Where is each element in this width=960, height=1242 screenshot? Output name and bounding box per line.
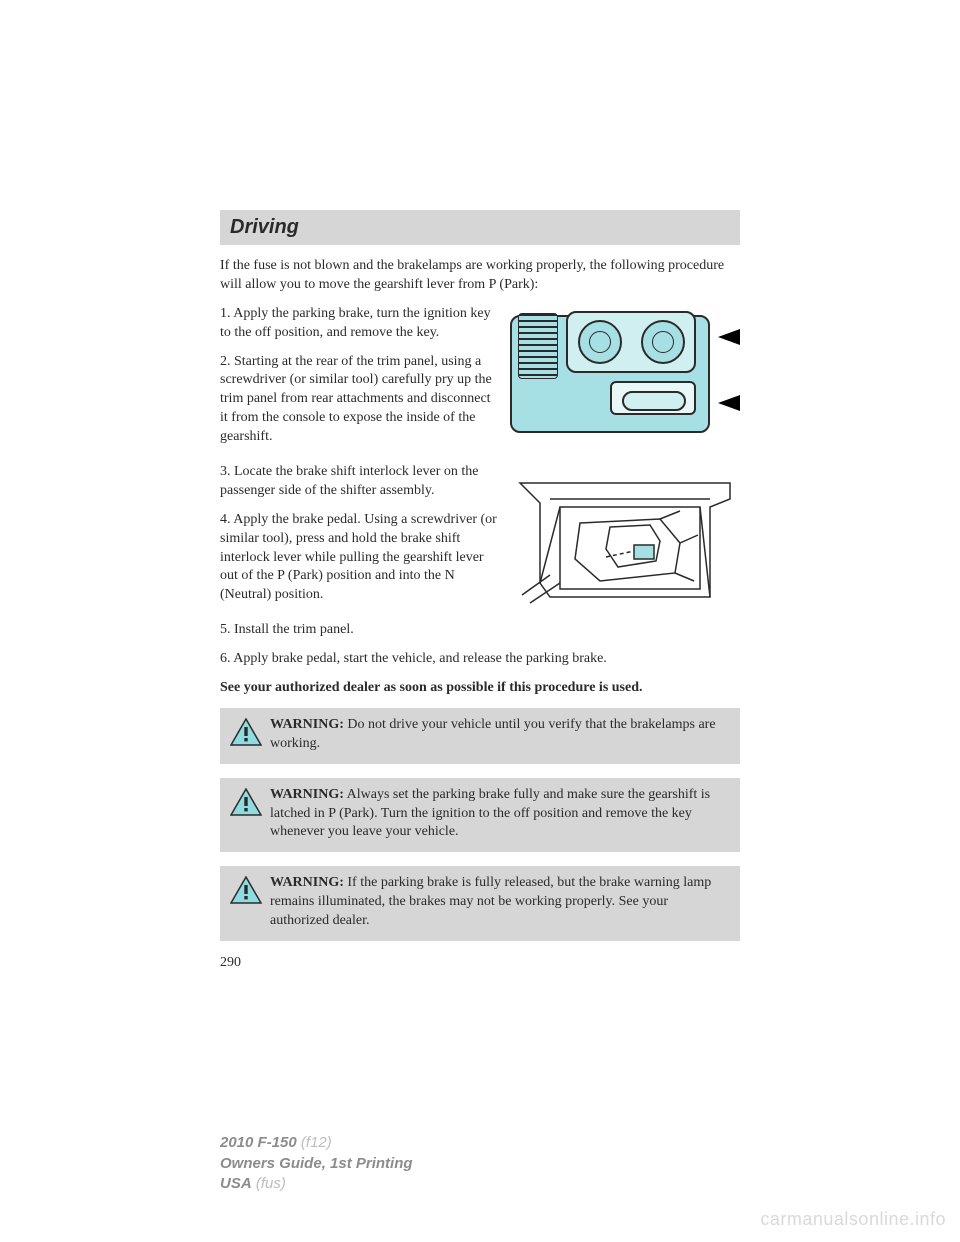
warning-box-1: WARNING: Do not drive your vehicle until… (220, 708, 740, 764)
step-4: 4. Apply the brake pedal. Using a screwd… (220, 511, 498, 605)
arrow-icon (718, 329, 740, 345)
warning-text-2: WARNING: Always set the parking brake fu… (270, 786, 730, 843)
footer-model: 2010 F-150 (220, 1134, 297, 1151)
footer: 2010 F-150 (f12) Owners Guide, 1st Print… (220, 1133, 413, 1194)
warning-text-1: WARNING: Do not drive your vehicle until… (270, 716, 730, 754)
step-block-1: 1. Apply the parking brake, turn the ign… (220, 305, 740, 457)
step-1: 1. Apply the parking brake, turn the ign… (220, 305, 498, 343)
watermark: carmanualsonline.info (760, 1209, 946, 1230)
intro-paragraph: If the fuse is not blown and the brakela… (220, 257, 740, 295)
footer-country-code: (fus) (256, 1175, 286, 1192)
shifter-assembly-figure (510, 463, 740, 613)
warning-triangle-icon (230, 876, 262, 904)
footer-country: USA (220, 1175, 252, 1192)
warning-label: WARNING: (270, 875, 344, 890)
dealer-note: See your authorized dealer as soon as po… (220, 679, 740, 698)
section-header: Driving (220, 210, 740, 245)
footer-guide: Owners Guide, 1st Printing (220, 1154, 413, 1174)
warning-box-2: WARNING: Always set the parking brake fu… (220, 778, 740, 853)
warning-triangle-icon (230, 718, 262, 746)
warning-triangle-icon (230, 788, 262, 816)
step-2: 2. Starting at the rear of the trim pane… (220, 353, 498, 447)
page-number: 290 (220, 955, 740, 971)
warning-box-3: WARNING: If the parking brake is fully r… (220, 866, 740, 941)
step-block-2: 3. Locate the brake shift interlock leve… (220, 463, 740, 615)
warning-label: WARNING: (270, 787, 344, 802)
step-5: 5. Install the trim panel. (220, 621, 740, 640)
manual-page: Driving If the fuse is not blown and the… (220, 210, 740, 971)
step-6: 6. Apply brake pedal, start the vehicle,… (220, 650, 740, 669)
warning-label: WARNING: (270, 717, 344, 732)
arrow-icon (718, 395, 740, 411)
step-3: 3. Locate the brake shift interlock leve… (220, 463, 498, 501)
footer-model-code: (f12) (301, 1134, 332, 1151)
trim-panel-figure (510, 305, 740, 435)
warning-text-3: WARNING: If the parking brake is fully r… (270, 874, 730, 931)
